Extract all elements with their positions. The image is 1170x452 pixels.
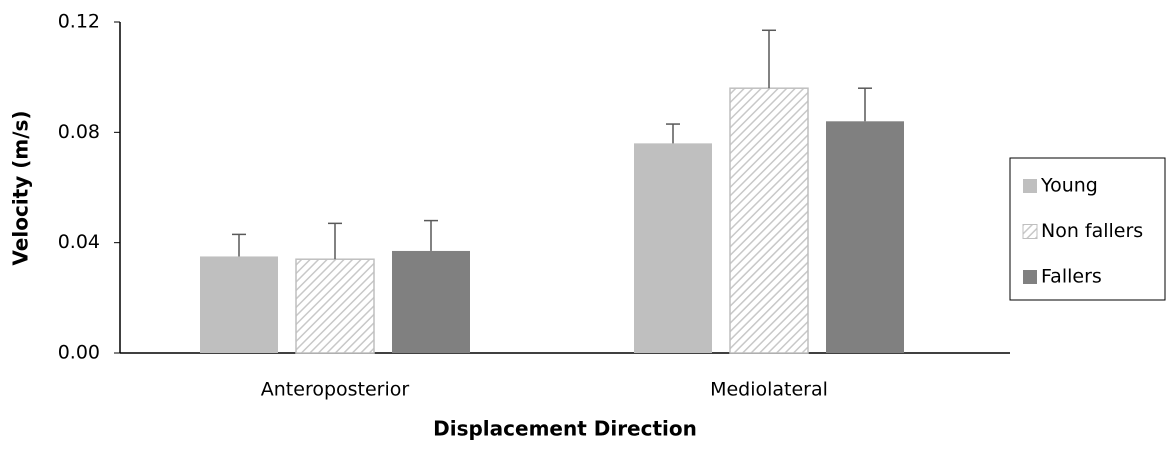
error-bar <box>328 222 342 260</box>
error-bar <box>666 123 680 144</box>
legend-label: Young <box>1040 175 1098 197</box>
bar <box>295 258 375 354</box>
bar <box>634 143 712 353</box>
legend-swatch <box>1023 179 1037 193</box>
y-tick-label: 0.04 <box>58 231 100 253</box>
legend-label: Fallers <box>1041 266 1102 288</box>
error-bar <box>232 233 246 257</box>
legend-label: Non fallers <box>1041 220 1143 242</box>
x-tick-label: Anteroposterior <box>261 379 410 401</box>
y-tick-label: 0.00 <box>58 342 100 364</box>
bar <box>826 121 904 353</box>
x-tick-label: Mediolateral <box>710 379 828 401</box>
y-tick-label: 0.08 <box>58 121 100 143</box>
x-axis-title: Displacement Direction <box>433 417 697 441</box>
y-tick-label: 0.12 <box>58 11 100 33</box>
error-bar <box>424 219 438 251</box>
bar <box>729 87 809 354</box>
legend-swatch <box>1023 270 1037 284</box>
legend-swatch <box>1022 224 1038 239</box>
error-bar <box>858 87 872 122</box>
bar <box>392 250 470 353</box>
error-bar <box>762 29 776 89</box>
bar <box>200 256 278 353</box>
y-axis-title: Velocity (m/s) <box>9 110 33 265</box>
